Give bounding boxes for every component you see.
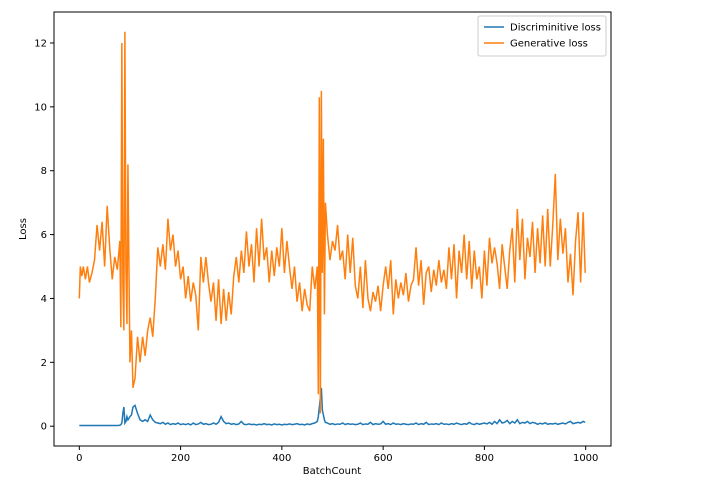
x-tick-label: 1000 xyxy=(573,453,598,464)
y-axis-label: Loss xyxy=(18,218,29,240)
y-tick-label: 8 xyxy=(41,166,47,177)
x-tick-label: 0 xyxy=(76,453,82,464)
legend-box xyxy=(477,15,607,57)
y-tick-label: 12 xyxy=(34,38,47,49)
x-tick-label: 400 xyxy=(272,453,291,464)
legend-label: Generative loss xyxy=(510,39,588,50)
legend-label: Discriminitive loss xyxy=(510,23,601,34)
x-axis-label: BatchCount xyxy=(303,466,362,477)
y-tick-label: 0 xyxy=(41,422,47,433)
y-tick-label: 6 xyxy=(41,230,47,241)
y-tick-label: 4 xyxy=(41,294,47,305)
x-tick-label: 800 xyxy=(475,453,494,464)
plot-frame xyxy=(53,11,612,447)
x-tick-label: 600 xyxy=(374,453,393,464)
series-line xyxy=(79,387,586,427)
legend: Discriminitive loss Generative loss xyxy=(477,15,607,57)
series-line xyxy=(78,31,586,414)
x-tick-label: 200 xyxy=(171,453,190,464)
y-tick-label: 10 xyxy=(34,102,47,113)
y-tick-label: 2 xyxy=(41,358,47,369)
